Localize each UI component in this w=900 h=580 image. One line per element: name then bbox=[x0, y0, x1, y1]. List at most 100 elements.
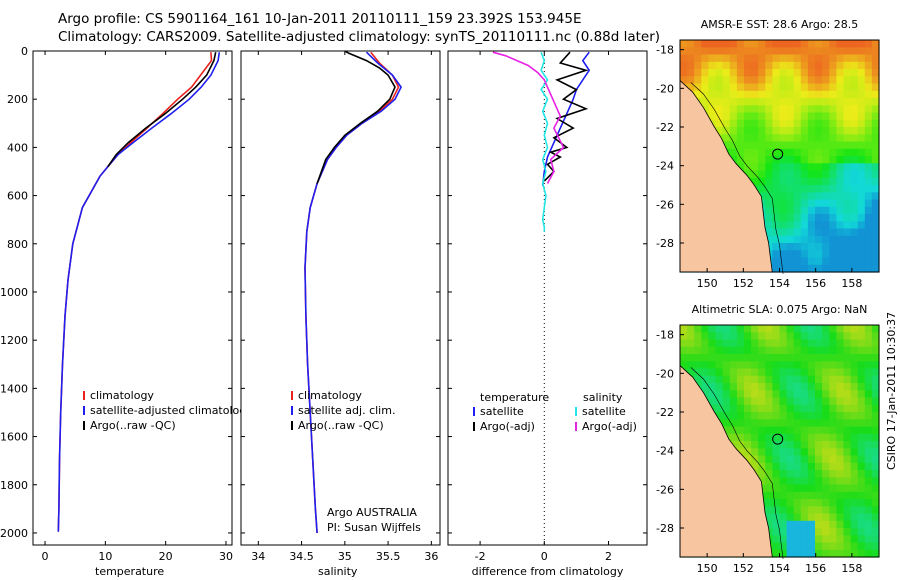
sst-field-cell bbox=[694, 76, 702, 85]
sst-field-cell bbox=[822, 119, 830, 128]
sla-field-cell bbox=[871, 499, 880, 507]
sst-field-cell bbox=[843, 177, 852, 186]
sla-field-cell bbox=[857, 513, 866, 522]
sst-lat-tick-label: -18 bbox=[656, 44, 674, 57]
sla-field-cell bbox=[701, 354, 709, 362]
sla-field-cell bbox=[772, 542, 781, 551]
sst-field-cell bbox=[864, 54, 873, 63]
sla-field-cell bbox=[843, 477, 852, 486]
sst-field-cell bbox=[779, 214, 788, 222]
sla-field-cell bbox=[864, 520, 873, 529]
sst-field-cell bbox=[871, 141, 880, 150]
sst-field-cell bbox=[850, 54, 859, 63]
sla-field-cell bbox=[857, 397, 866, 406]
sst-field-cell bbox=[772, 54, 781, 63]
sst-field-cell bbox=[772, 243, 781, 251]
sla-field-cell bbox=[772, 470, 781, 478]
sst-field-cell bbox=[779, 119, 788, 128]
sla-field-cell bbox=[864, 383, 873, 391]
sla-field-cell bbox=[751, 383, 759, 391]
sst-field-cell bbox=[793, 235, 802, 244]
sla-field-cell bbox=[857, 361, 866, 370]
sst-field-cell bbox=[857, 156, 866, 164]
sla-field-cell bbox=[715, 383, 724, 391]
sla-field-cell bbox=[815, 491, 823, 500]
sst-field-cell bbox=[800, 83, 809, 92]
sla-field-cell bbox=[864, 528, 873, 536]
sst-field-cell bbox=[786, 177, 795, 186]
sst-field-cell bbox=[871, 206, 880, 215]
sla-field-cell bbox=[850, 426, 859, 435]
sst-field-cell bbox=[786, 235, 795, 244]
sla-field-cell bbox=[836, 491, 845, 500]
sst-field-cell bbox=[800, 163, 809, 172]
sla-field-cell bbox=[815, 361, 823, 370]
sla-depth-contour bbox=[690, 367, 784, 559]
sla-field-cell bbox=[850, 477, 859, 486]
sst-field-cell bbox=[815, 250, 823, 259]
sla-field-cell bbox=[722, 383, 731, 391]
sst-field-cell bbox=[864, 221, 873, 230]
sla-field-cell bbox=[843, 462, 852, 471]
sla-field-cell bbox=[864, 397, 873, 406]
sst-field-cell bbox=[864, 47, 873, 56]
difference-x-tick-label: -2 bbox=[475, 550, 486, 563]
sla-field-cell bbox=[864, 375, 873, 384]
sla-field-cell bbox=[857, 368, 866, 377]
sst-field-cell bbox=[751, 134, 759, 143]
sst-field-cell bbox=[751, 61, 759, 70]
sla-field-cell bbox=[843, 325, 852, 333]
sla-field-cell bbox=[815, 542, 823, 551]
sla-field-cell bbox=[843, 535, 852, 544]
sla-field-cell bbox=[836, 448, 845, 457]
sst-field-cell bbox=[786, 98, 795, 106]
sst-field-cell bbox=[786, 163, 795, 172]
sst-field-cell bbox=[864, 199, 873, 208]
sla-field-cell bbox=[864, 368, 873, 377]
depth-tick-label: 1000 bbox=[0, 286, 28, 299]
sst-field-cell bbox=[815, 90, 823, 99]
sst-field-cell bbox=[857, 119, 866, 128]
sla-field-cell bbox=[687, 368, 695, 377]
sla-field-cell bbox=[815, 506, 823, 515]
sst-field-cell bbox=[736, 119, 745, 128]
sla-field-cell bbox=[758, 455, 766, 464]
sla-field-cell bbox=[822, 375, 830, 384]
sst-field-cell bbox=[843, 127, 852, 135]
sla-field-cell bbox=[807, 535, 816, 544]
sst-field-cell bbox=[758, 127, 766, 135]
sst-field-cell bbox=[736, 112, 745, 121]
sla-field-cell bbox=[786, 383, 795, 391]
diff-legend-temperature-title: temperature bbox=[480, 391, 549, 404]
sla-field-cell bbox=[765, 477, 773, 486]
sst-field-cell bbox=[786, 148, 795, 157]
sst-field-cell bbox=[694, 40, 702, 48]
sst-field-cell bbox=[822, 264, 830, 273]
sla-field-cell bbox=[786, 513, 795, 522]
sst-field-cell bbox=[793, 243, 802, 251]
sla-field-cell bbox=[807, 491, 816, 500]
sst-field-cell bbox=[857, 163, 866, 172]
sla-field-cell bbox=[800, 332, 809, 341]
diff-legend-salinity-title: salinity bbox=[583, 391, 623, 404]
sst-field-cell bbox=[722, 105, 731, 114]
sst-field-cell bbox=[744, 40, 752, 48]
sla-lon-tick-label: 154 bbox=[769, 562, 790, 575]
sst-field-cell bbox=[836, 199, 845, 208]
sla-field-cell bbox=[843, 441, 852, 449]
sst-field-cell bbox=[758, 119, 766, 128]
sst-field-cell bbox=[807, 119, 816, 128]
sla-field-cell bbox=[765, 383, 773, 391]
sla-field-cell bbox=[822, 383, 830, 391]
sst-field-cell bbox=[815, 243, 823, 251]
sst-field-cell bbox=[800, 228, 809, 237]
sst-field-cell bbox=[751, 141, 759, 150]
sla-field-cell bbox=[694, 354, 702, 362]
sla-field-cell bbox=[687, 361, 695, 370]
sst-field-cell bbox=[843, 105, 852, 114]
sla-field-cell bbox=[815, 332, 823, 341]
sla-field-cell bbox=[793, 404, 802, 413]
sla-field-cell bbox=[843, 346, 852, 355]
sst-field-cell bbox=[850, 163, 859, 172]
sla-lat-tick-label: -18 bbox=[656, 329, 674, 342]
